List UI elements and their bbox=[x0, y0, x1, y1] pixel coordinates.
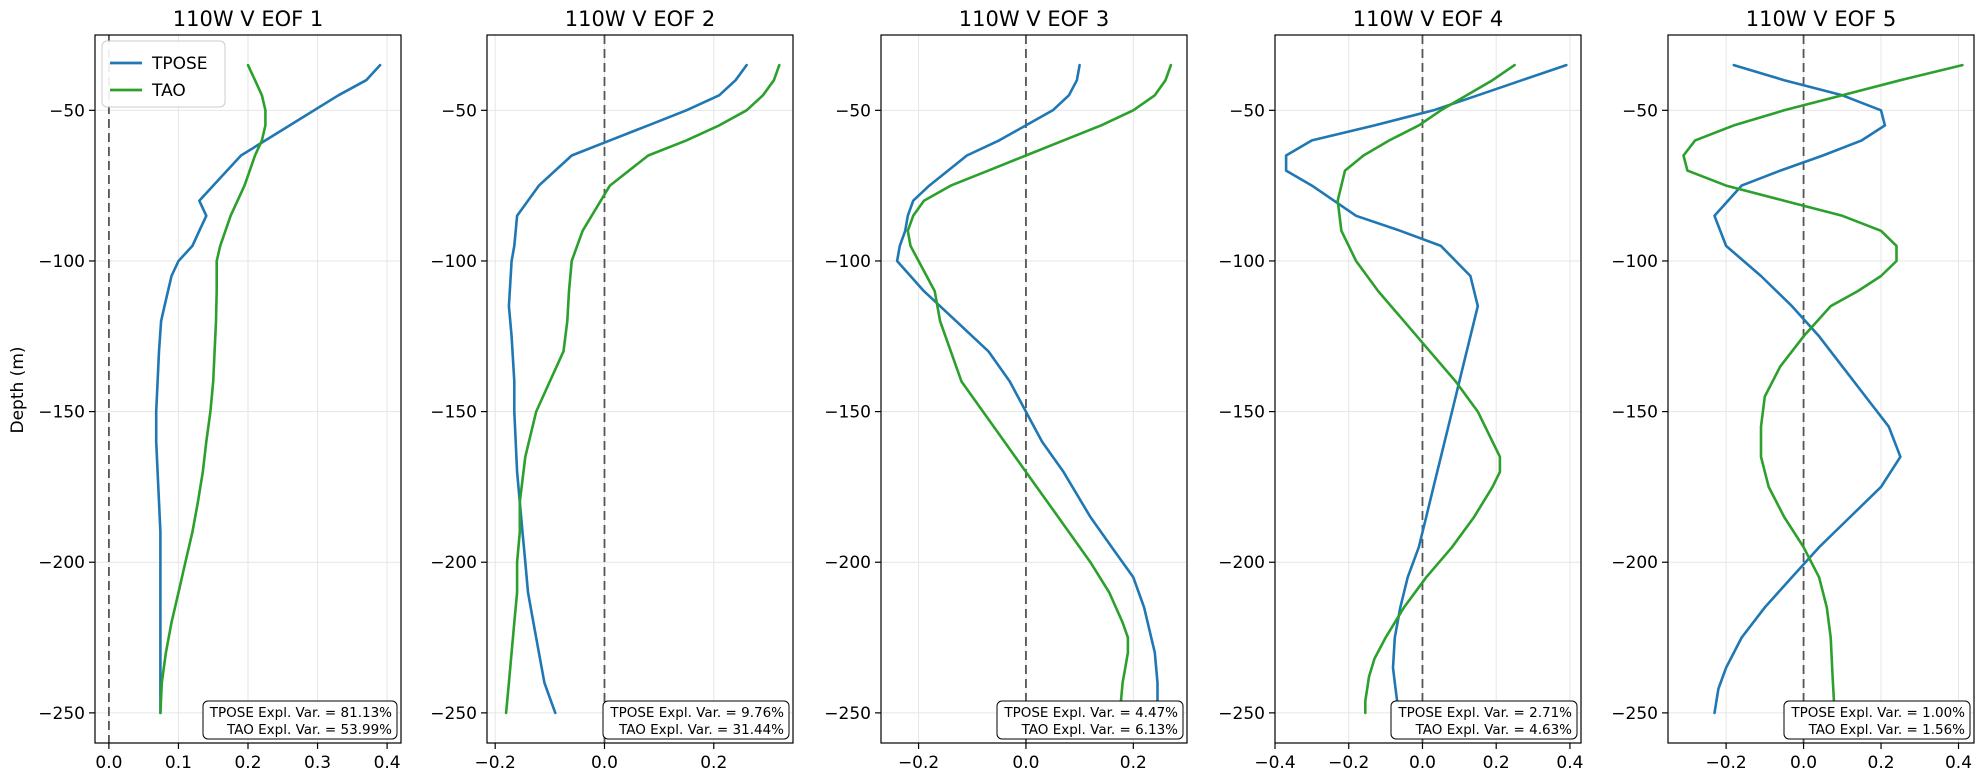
x-tick-label: 0.2 bbox=[700, 753, 727, 773]
y-tick-label: −100 bbox=[38, 252, 85, 272]
y-tick-label: −200 bbox=[1611, 553, 1658, 573]
y-tick-label: −100 bbox=[824, 252, 871, 272]
series-line-tao bbox=[1336, 63, 1516, 715]
y-tick-label: −200 bbox=[824, 553, 871, 573]
panel-5: −0.2 0.0 0.2 0.4 −50 −100 −150 −200 −250 110W V E… bbox=[1611, 7, 1975, 773]
series-line-tpose bbox=[1284, 63, 1568, 715]
x-tick-label: 0.2 bbox=[1120, 753, 1147, 773]
y-tick-label: −250 bbox=[38, 704, 85, 724]
explained-variance-text: TAO Expl. Var. = 53.99% bbox=[226, 722, 392, 738]
explained-variance-box bbox=[996, 700, 1184, 740]
series-line-tpose bbox=[154, 63, 382, 715]
x-tick-label: 0.4 bbox=[374, 753, 401, 773]
explained-variance-box bbox=[1390, 700, 1578, 740]
x-tick-label: 0.2 bbox=[234, 753, 261, 773]
explained-variance-box bbox=[1783, 700, 1971, 740]
axes-frame bbox=[1667, 34, 1975, 744]
panel-title: 110W V EOF 1 bbox=[173, 7, 323, 31]
explained-variance-text: TAO Expl. Var. = 31.44% bbox=[618, 722, 784, 738]
y-tick-label: −250 bbox=[1218, 704, 1265, 724]
explained-variance-box bbox=[202, 700, 398, 740]
x-tick-label: −0.2 bbox=[898, 753, 939, 773]
y-tick-label: −150 bbox=[824, 403, 871, 423]
panel-title: 110W V EOF 3 bbox=[959, 7, 1109, 31]
explained-variance-text: TPOSE Expl. Var. = 4.47% bbox=[1003, 705, 1178, 721]
y-tick-label: −250 bbox=[430, 704, 477, 724]
explained-variance-text: TPOSE Expl. Var. = 9.76% bbox=[609, 705, 784, 721]
y-tick-label: −150 bbox=[38, 403, 85, 423]
x-tick-label: −0.4 bbox=[1254, 753, 1295, 773]
y-tick-label: −50 bbox=[1622, 101, 1658, 121]
explained-variance-box bbox=[602, 700, 790, 740]
x-tick-label: 0.0 bbox=[1012, 753, 1039, 773]
y-tick-label: −150 bbox=[430, 403, 477, 423]
panel-2: −0.2 0.0 0.2 −50 −100 −150 −200 −250 110W V EOF … bbox=[430, 7, 794, 773]
panels: 0.0 0.1 0.2 0.3 0.4 −50 −100 −150 −200 −250 110W V… bbox=[38, 7, 1975, 773]
y-tick-label: −100 bbox=[430, 252, 477, 272]
x-tick-label: 0.0 bbox=[95, 753, 122, 773]
x-tick-label: −0.2 bbox=[1328, 753, 1369, 773]
series-line-tao bbox=[1682, 63, 1964, 715]
x-tick-label: 0.0 bbox=[591, 753, 618, 773]
series-line-tpose bbox=[507, 63, 748, 715]
x-tick-label: −0.2 bbox=[1705, 753, 1746, 773]
x-tick-label: 0.0 bbox=[1790, 753, 1817, 773]
x-tick-label: 0.3 bbox=[304, 753, 331, 773]
y-tick-label: −250 bbox=[824, 704, 871, 724]
series-line-tao bbox=[159, 63, 267, 715]
explained-variance-text: TAO Expl. Var. = 4.63% bbox=[1415, 722, 1573, 738]
legend-label-tpose: TPOSE bbox=[151, 54, 208, 74]
y-tick-label: −200 bbox=[430, 553, 477, 573]
x-tick-label: 0.0 bbox=[1409, 753, 1436, 773]
y-tick-label: −250 bbox=[1611, 704, 1658, 724]
series-line-tpose bbox=[1713, 63, 1902, 715]
y-tick-label: −50 bbox=[1229, 101, 1265, 121]
y-tick-label: −200 bbox=[38, 553, 85, 573]
series-line-tao bbox=[504, 63, 781, 715]
panel-title: 110W V EOF 4 bbox=[1353, 7, 1503, 31]
y-tick-label: −100 bbox=[1611, 252, 1658, 272]
y-tick-label: −200 bbox=[1218, 553, 1265, 573]
x-tick-label: 0.4 bbox=[1945, 753, 1972, 773]
axes-frame bbox=[486, 34, 794, 744]
panel-3: −0.2 0.0 0.2 −50 −100 −150 −200 −250 110W V EOF … bbox=[824, 7, 1188, 773]
axes-frame bbox=[880, 34, 1188, 744]
y-tick-label: −150 bbox=[1218, 403, 1265, 423]
axes-frame bbox=[1274, 34, 1582, 744]
y-axis-label: Depth (m) bbox=[8, 346, 28, 433]
x-tick-label: −0.2 bbox=[475, 753, 516, 773]
y-tick-label: −50 bbox=[441, 101, 477, 121]
explained-variance-text: TPOSE Expl. Var. = 1.00% bbox=[1790, 705, 1965, 721]
series-line-tao bbox=[906, 63, 1173, 715]
legend-label-tao: TAO bbox=[151, 81, 186, 101]
panel-title: 110W V EOF 2 bbox=[565, 7, 715, 31]
y-tick-label: −50 bbox=[49, 101, 85, 121]
series-line-tpose bbox=[895, 63, 1159, 715]
panel-1: 0.0 0.1 0.2 0.3 0.4 −50 −100 −150 −200 −250 110W V… bbox=[38, 7, 402, 773]
y-tick-label: −50 bbox=[835, 101, 871, 121]
x-tick-label: 0.2 bbox=[1483, 753, 1510, 773]
panel-4: −0.4 −0.2 0.0 0.2 0.4 −50 −100 −150 −200 −250 110W… bbox=[1218, 7, 1583, 773]
explained-variance-text: TPOSE Expl. Var. = 2.71% bbox=[1397, 705, 1572, 721]
x-tick-label: 0.2 bbox=[1868, 753, 1895, 773]
explained-variance-text: TAO Expl. Var. = 1.56% bbox=[1808, 722, 1966, 738]
x-tick-label: 0.4 bbox=[1556, 753, 1583, 773]
x-tick-label: 0.1 bbox=[165, 753, 192, 773]
explained-variance-text: TAO Expl. Var. = 6.13% bbox=[1021, 722, 1179, 738]
explained-variance-text: TPOSE Expl. Var. = 81.13% bbox=[209, 705, 392, 721]
y-tick-label: −150 bbox=[1611, 403, 1658, 423]
y-tick-label: −100 bbox=[1218, 252, 1265, 272]
panel-title: 110W V EOF 5 bbox=[1746, 7, 1896, 31]
